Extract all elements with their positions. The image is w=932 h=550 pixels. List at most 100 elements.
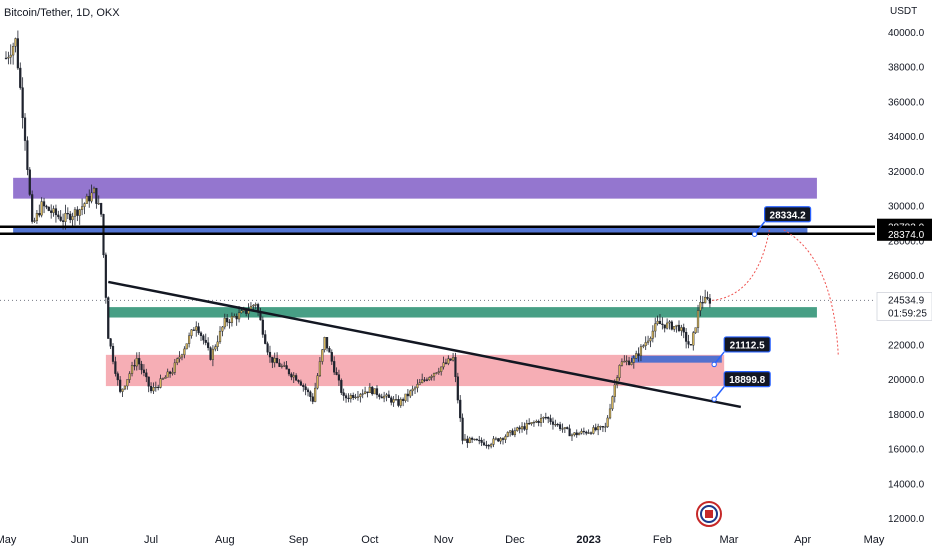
candle-body <box>230 316 234 323</box>
zone-green <box>108 307 817 318</box>
candle-body <box>578 433 581 436</box>
candle-body <box>394 399 398 401</box>
candle-body <box>38 213 41 216</box>
candle-body <box>211 348 214 360</box>
candle-body <box>280 365 283 368</box>
candle-body <box>575 432 578 436</box>
callout-text-1: 21112.5 <box>730 340 765 351</box>
chart-title: Bitcoin/Tether, 1D, OKX <box>4 7 120 19</box>
candle-body <box>687 341 690 345</box>
x-tick-label: Jun <box>71 534 89 546</box>
candle-body <box>159 378 162 388</box>
candle-body <box>349 395 352 400</box>
candle-body <box>587 432 590 434</box>
candle-body <box>90 192 93 202</box>
candle-body <box>330 352 333 362</box>
candle-body <box>128 373 131 380</box>
y-tick-label: 34000.0 <box>888 132 925 143</box>
candle-body <box>708 298 712 304</box>
candle-body <box>252 305 255 307</box>
candle-body <box>635 353 638 359</box>
candle-body <box>40 201 43 216</box>
trendline <box>108 280 742 409</box>
candle-body <box>92 187 96 194</box>
candle-body <box>173 362 176 373</box>
candle-body <box>218 330 222 343</box>
candle-body <box>176 358 179 364</box>
candle-body <box>425 379 429 381</box>
candle-body <box>69 213 72 221</box>
candle-body <box>490 444 493 447</box>
candle-body <box>111 346 115 362</box>
candle-body <box>97 203 100 205</box>
candle-body <box>461 417 464 441</box>
candle-body <box>416 384 419 389</box>
candle-body <box>342 392 345 396</box>
candle-body <box>133 365 136 367</box>
candle-body <box>78 209 81 216</box>
candle-body <box>161 378 165 380</box>
candle-body <box>566 427 569 429</box>
callout-anchor <box>751 231 758 237</box>
candle-body <box>14 38 17 47</box>
candle-body <box>164 377 167 379</box>
candle-body <box>623 361 626 363</box>
candle-body <box>321 349 324 362</box>
price-tag-label: 28374.0 <box>888 230 925 241</box>
candle-body <box>482 442 486 446</box>
candle-body <box>325 337 329 349</box>
candle-body <box>157 386 160 389</box>
candle-body <box>266 343 269 353</box>
candle-body <box>516 427 519 431</box>
candle-body <box>121 388 124 392</box>
y-axis-currency: USDT <box>890 6 917 17</box>
candle-body <box>299 381 302 386</box>
candle-body <box>314 387 317 402</box>
candle-body <box>380 396 383 399</box>
candle-body <box>47 206 50 211</box>
candle-body <box>368 386 371 394</box>
candle-body <box>12 46 15 56</box>
candle-body <box>654 323 657 332</box>
candle-body <box>487 444 490 447</box>
candle-body <box>226 317 229 323</box>
candle-body <box>66 213 69 215</box>
candle-body <box>85 195 88 204</box>
candle-body <box>437 371 440 373</box>
candle-body <box>580 430 583 434</box>
labels-layer: 28334.2 21112.5 18899.8 <box>711 206 839 402</box>
candle-body <box>630 362 633 365</box>
y-tick-label: 16000.0 <box>888 445 925 456</box>
candle-body <box>50 210 53 213</box>
callout-box <box>723 371 771 388</box>
candle-body <box>130 365 134 374</box>
candle-body <box>421 379 424 383</box>
price-tag-bg <box>877 225 932 241</box>
candle-body <box>696 310 700 328</box>
y-tick-label: 38000.0 <box>888 63 925 74</box>
candle-body <box>673 326 676 330</box>
candle-body <box>471 437 474 440</box>
candle-body <box>620 361 624 366</box>
y-tick-label: 28000.0 <box>888 236 925 247</box>
candle-body <box>459 399 462 419</box>
current-price-tag <box>876 292 932 321</box>
candle-body <box>523 426 526 430</box>
candle-body <box>354 396 357 399</box>
candle-body <box>513 430 517 436</box>
candle-body <box>466 438 469 444</box>
candle-body <box>625 360 628 362</box>
candle-body <box>371 386 374 395</box>
candle-body <box>359 394 362 398</box>
candle-body <box>656 320 659 324</box>
candle-body <box>42 201 46 207</box>
candle-body <box>556 424 559 426</box>
candle-body <box>504 436 507 440</box>
candle-body <box>59 216 62 221</box>
candle-body <box>554 424 557 426</box>
candle-body <box>373 388 376 395</box>
candle-body <box>689 344 692 346</box>
candle-body <box>392 399 395 403</box>
x-tick-label: 2023 <box>576 534 600 546</box>
